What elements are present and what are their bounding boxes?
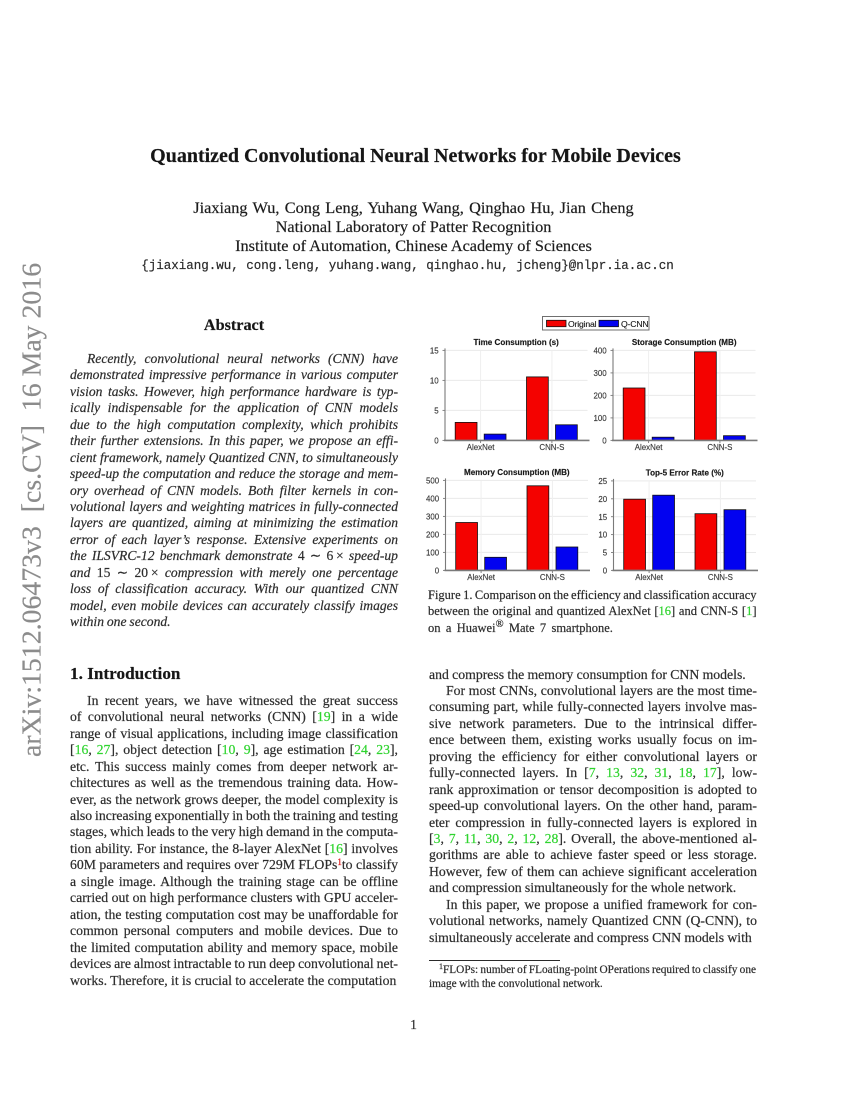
svg-text:10: 10 [430, 377, 439, 386]
svg-text:0: 0 [435, 567, 440, 576]
svg-text:10: 10 [598, 531, 607, 540]
svg-text:AlexNet: AlexNet [467, 443, 495, 452]
svg-text:Top-5 Error Rate (%): Top-5 Error Rate (%) [646, 468, 724, 477]
svg-text:AlexNet: AlexNet [635, 443, 663, 452]
svg-text:300: 300 [594, 369, 608, 378]
svg-text:100: 100 [426, 549, 440, 558]
svg-text:0: 0 [434, 437, 439, 446]
svg-text:AlexNet: AlexNet [635, 573, 663, 582]
svg-text:CNN-S: CNN-S [539, 443, 564, 452]
svg-text:Original: Original [568, 319, 597, 329]
svg-text:CNN-S: CNN-S [707, 443, 732, 452]
svg-text:400: 400 [426, 495, 440, 504]
svg-text:Memory Consumption (MB): Memory Consumption (MB) [464, 468, 570, 477]
svg-text:0: 0 [603, 567, 608, 576]
svg-text:AlexNet: AlexNet [467, 573, 495, 582]
svg-text:500: 500 [426, 477, 440, 486]
svg-text:5: 5 [434, 407, 439, 416]
svg-text:15: 15 [598, 513, 607, 522]
svg-text:15: 15 [430, 347, 439, 356]
svg-text:5: 5 [603, 549, 608, 558]
svg-text:200: 200 [594, 392, 608, 401]
svg-text:CNN-S: CNN-S [540, 573, 565, 582]
svg-text:0: 0 [602, 437, 607, 446]
svg-text:100: 100 [594, 414, 608, 423]
svg-text:25: 25 [598, 477, 607, 486]
svg-text:400: 400 [594, 347, 608, 356]
svg-text:Storage Consumption (MB): Storage Consumption (MB) [632, 338, 737, 347]
svg-text:Q-CNN: Q-CNN [621, 319, 648, 329]
svg-text:300: 300 [426, 513, 440, 522]
svg-text:20: 20 [598, 495, 607, 504]
svg-text:CNN-S: CNN-S [708, 573, 733, 582]
svg-text:Time Consumption (s): Time Consumption (s) [474, 338, 560, 347]
svg-text:200: 200 [426, 531, 440, 540]
